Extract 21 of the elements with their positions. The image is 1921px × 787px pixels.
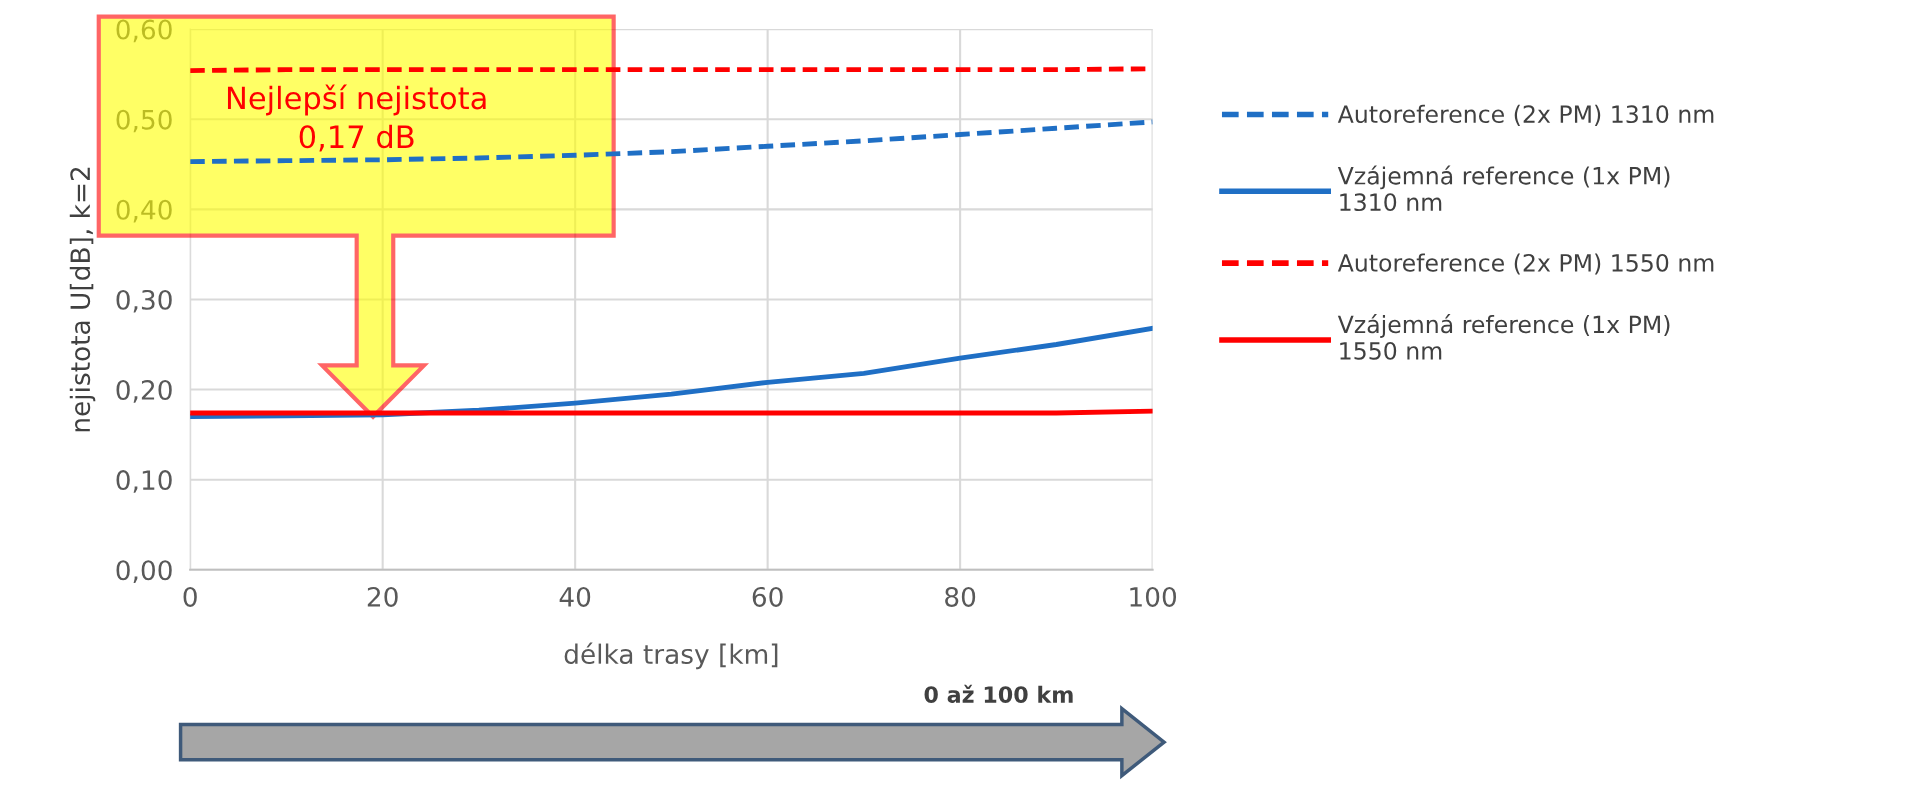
x-tick-label: 100 xyxy=(1130,586,1177,607)
x-tick-label: 40 xyxy=(559,586,591,607)
y-axis-title: nejistota U[dB], k=2 xyxy=(69,167,96,432)
y-tick-label: 0,40 xyxy=(116,199,172,223)
x-tick-label: 0 xyxy=(183,586,197,607)
y-tick-label: 0,20 xyxy=(116,380,172,403)
x-tick-label: 20 xyxy=(367,586,398,607)
legend-label: Autoreference (2x PM) 1310 nm xyxy=(1337,104,1714,126)
annotation: Nejlepší nejistota 0,17 dB xyxy=(227,84,486,152)
y-tick-label: 0,10 xyxy=(116,470,172,493)
y-tick-label: 0,30 xyxy=(116,289,172,313)
x-tick-label: 80 xyxy=(945,586,976,607)
legend-label: Vzájemná reference (1x PM) 1550 nm xyxy=(1337,314,1670,360)
text: 0 až 100 km xyxy=(924,684,1073,703)
y-tick-label: 0,50 xyxy=(116,109,172,133)
y-tick-label: 0,60 xyxy=(116,19,172,43)
y-tick-label: 0,00 xyxy=(116,560,172,583)
legend-label: Vzájemná reference (1x PM) 1310 nm xyxy=(1337,165,1670,212)
x-axis-title: délka trasy [km] xyxy=(564,642,778,670)
x-tick-label: 60 xyxy=(752,586,783,607)
legend-label: Autoreference (2x PM) 1550 nm xyxy=(1337,253,1714,275)
